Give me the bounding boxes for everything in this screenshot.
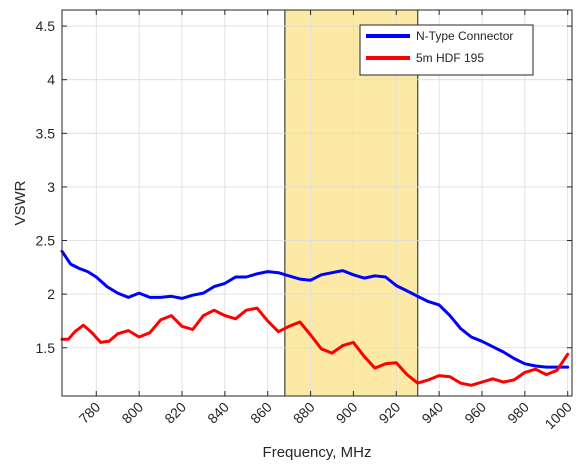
legend: N-Type Connector 5m HDF 195	[359, 24, 534, 76]
y-tick-label: 3.5	[36, 125, 56, 141]
x-tick-label: 780	[76, 399, 104, 427]
x-tick-label: 900	[333, 399, 361, 427]
x-tick-label: 960	[461, 399, 489, 427]
series-lines	[60, 249, 570, 387]
x-tick-label: 1000	[541, 399, 574, 432]
x-tick-label: 880	[290, 399, 318, 427]
legend-label-n-type-connector: N-Type Connector	[416, 29, 513, 43]
x-tick-label: 860	[247, 399, 275, 427]
x-tick-label: 820	[161, 399, 189, 427]
legend-label-hdf-195: 5m HDF 195	[416, 51, 484, 65]
y-tick-label: 2	[47, 286, 55, 302]
y-axis-label: VSWR	[12, 180, 29, 225]
series-line-n-type-connector	[60, 249, 570, 369]
plot-frame	[61, 9, 573, 397]
y-tick-label: 4.5	[36, 18, 56, 34]
x-tick-label: 840	[204, 399, 232, 427]
x-tick-label: 920	[376, 399, 404, 427]
x-tick-label: 800	[118, 399, 146, 427]
x-tick-label: 940	[418, 399, 446, 427]
y-tick-label: 2.5	[36, 233, 56, 249]
series-line-hdf-195	[60, 306, 570, 387]
y-tick-label: 4	[47, 72, 55, 88]
y-tick-label: 1.5	[36, 340, 56, 356]
y-tick-label: 3	[47, 179, 55, 195]
grid-lines	[62, 10, 572, 396]
legend-box	[359, 24, 534, 76]
x-tick-label: 980	[504, 399, 532, 427]
x-axis-label: Frequency, MHz	[263, 444, 372, 461]
